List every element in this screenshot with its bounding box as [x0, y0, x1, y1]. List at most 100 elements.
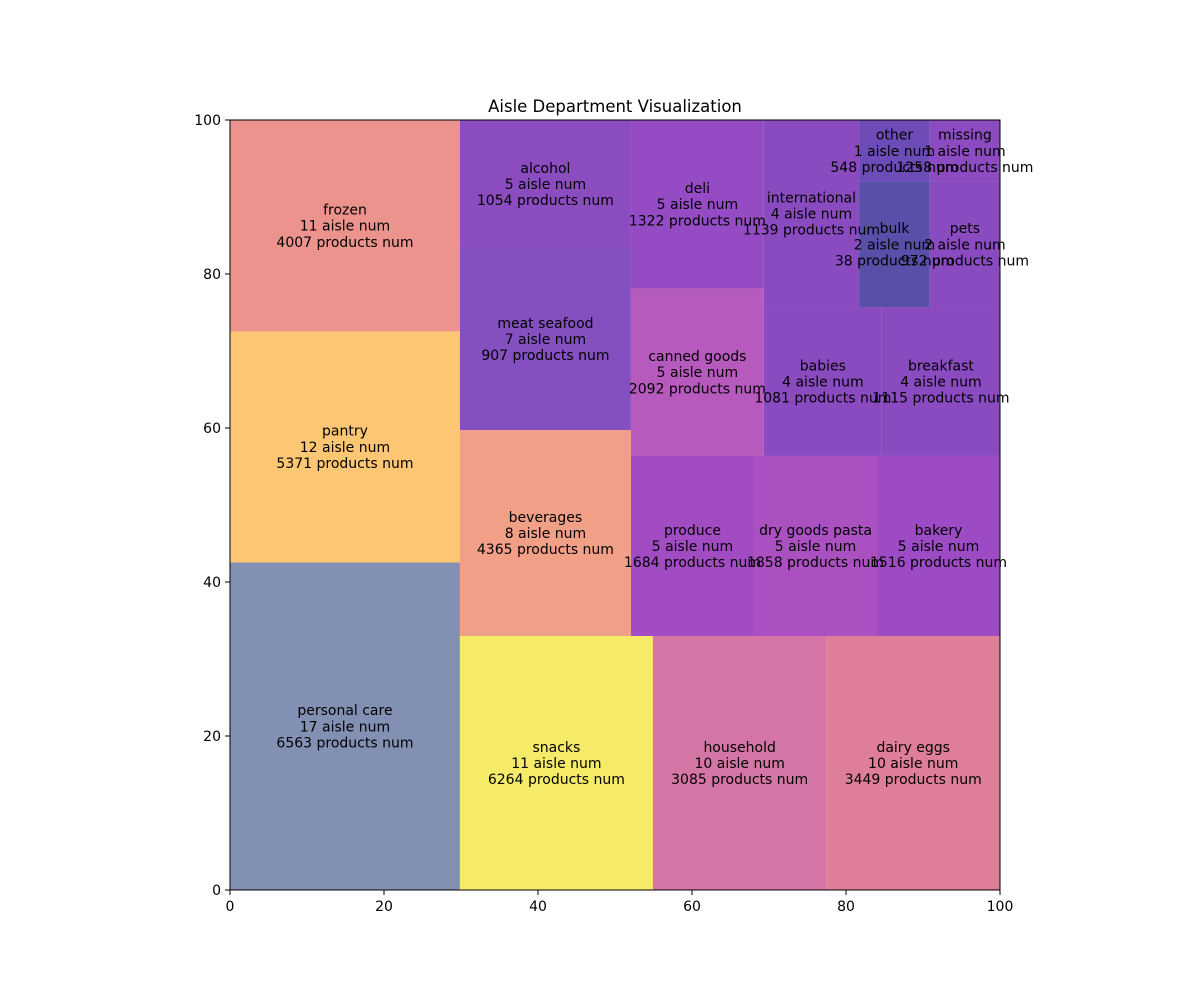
tile-breakfast	[881, 307, 1000, 456]
tile-aisle-count: 10 aisle num	[868, 756, 958, 772]
tile-frozen	[230, 120, 460, 332]
tile-babies	[763, 307, 882, 456]
y-axis: 0 20 40 60 80 100	[194, 113, 230, 899]
y-tick-label: 100	[194, 113, 221, 129]
tile-aisle-count: 8 aisle num	[505, 526, 586, 542]
tile-label-household: household 10 aisle num 3085 products num	[671, 740, 808, 788]
tile-name: alcohol	[520, 161, 570, 177]
tile-product-count: 907 products num	[481, 348, 609, 364]
tile-product-count: 6264 products num	[488, 772, 625, 788]
tile-aisle-count: 5 aisle num	[505, 177, 586, 193]
tile-name: missing	[938, 128, 992, 144]
tile-aisle-count: 5 aisle num	[657, 365, 738, 381]
tile-other	[859, 120, 930, 182]
tile-product-count: 1115 products num	[872, 391, 1009, 407]
y-tick-label: 40	[203, 575, 221, 591]
tile-product-count: 1054 products num	[477, 193, 614, 209]
tile-product-count: 972 products num	[901, 254, 1029, 270]
tile-product-count: 1322 products num	[629, 213, 766, 229]
tile-product-count: 3085 products num	[671, 772, 808, 788]
x-axis: 0 20 40 60 80 100	[226, 890, 1014, 915]
tile-aisle-count: 2 aisle num	[854, 237, 935, 253]
tile-name: beverages	[509, 510, 583, 526]
tile-dry-goods-pasta	[753, 455, 878, 636]
x-tick-label: 60	[683, 899, 701, 915]
tile-label-bakery: bakery 5 aisle num 1516 products num	[870, 523, 1007, 571]
tile-beverages	[459, 430, 631, 636]
x-tick-label: 20	[375, 899, 393, 915]
tile-aisle-count: 5 aisle num	[652, 539, 733, 555]
tile-aisle-count: 10 aisle num	[694, 756, 784, 772]
tile-label-babies: babies 4 aisle num 1081 products num	[754, 358, 891, 406]
tile-aisle-count: 1 aisle num	[854, 144, 935, 160]
tile-product-count: 6563 products num	[276, 735, 413, 751]
tile-product-count: 38 products num	[835, 254, 954, 270]
tile-name: deli	[685, 181, 710, 197]
tile-bakery	[877, 455, 1000, 636]
tile-aisle-count: 2 aisle num	[924, 237, 1005, 253]
y-tick-label: 20	[203, 729, 221, 745]
tile-name: babies	[800, 358, 846, 374]
tile-product-count: 1684 products num	[624, 555, 761, 571]
tile-name: pantry	[322, 424, 368, 440]
tile-label-deli: deli 5 aisle num 1322 products num	[629, 181, 766, 229]
tile-international	[763, 120, 860, 308]
tile-pantry	[230, 331, 460, 563]
y-tick-label: 60	[203, 421, 221, 437]
tile-aisle-count: 1 aisle num	[924, 144, 1005, 160]
tile-label-beverages: beverages 8 aisle num 4365 products num	[477, 510, 614, 558]
tile-product-count: 548 products num	[830, 160, 958, 176]
tile-snacks	[459, 635, 653, 890]
tile-aisle-count: 4 aisle num	[900, 374, 981, 390]
tile-product-count: 1081 products num	[754, 391, 891, 407]
tile-product-count: 2092 products num	[629, 381, 766, 397]
tile-label-personal-care: personal care 17 aisle num 6563 products n…	[276, 703, 413, 751]
tile-name: bakery	[915, 523, 963, 539]
tile-label-dairy-eggs: dairy eggs 10 aisle num 3449 products num	[845, 740, 982, 788]
x-tick-label: 40	[529, 899, 547, 915]
tile-name: international	[767, 190, 856, 206]
tile-label-snacks: snacks 11 aisle num 6264 products num	[488, 740, 625, 788]
tile-household	[652, 635, 827, 890]
tile-missing	[929, 120, 1000, 182]
tile-produce	[630, 455, 754, 636]
tile-aisle-count: 5 aisle num	[898, 539, 979, 555]
y-tick-label: 0	[212, 883, 221, 899]
tile-name: meat seafood	[497, 316, 593, 332]
axes-frame	[229, 119, 1001, 891]
tile-name: personal care	[297, 703, 392, 719]
x-tick-label: 80	[837, 899, 855, 915]
tile-label-breakfast: breakfast 4 aisle num 1115 products num	[872, 358, 1009, 406]
y-tick-label: 80	[203, 267, 221, 283]
tile-label-canned-goods: canned goods 5 aisle num 2092 products num	[629, 349, 766, 397]
tile-name: bulk	[880, 221, 911, 237]
tile-label-bulk: bulk 2 aisle num 38 products num	[835, 221, 954, 269]
tile-name: produce	[664, 523, 721, 539]
tile-product-count: 1258 products num	[896, 160, 1033, 176]
tile-aisle-count: 11 aisle num	[511, 756, 601, 772]
tile-bulk	[859, 181, 930, 308]
tile-label-dry-goods-pasta: dry goods pasta 5 aisle num 1858 products …	[747, 523, 884, 571]
tile-name: frozen	[323, 202, 367, 218]
tile-label-pantry: pantry 12 aisle num 5371 products num	[276, 424, 413, 472]
tile-aisle-count: 7 aisle num	[505, 332, 586, 348]
chart-title: Aisle Department Visualization	[488, 97, 742, 116]
tile-label-alcohol: alcohol 5 aisle num 1054 products num	[477, 161, 614, 209]
tile-label-frozen: frozen 11 aisle num 4007 products num	[276, 202, 413, 250]
tile-label-meat-seafood: meat seafood 7 aisle num 907 products num	[481, 316, 609, 364]
tile-product-count: 4365 products num	[477, 542, 614, 558]
x-tick-label: 0	[226, 899, 235, 915]
x-tick-label: 100	[987, 899, 1014, 915]
tile-name: pets	[950, 221, 980, 237]
tile-aisle-count: 4 aisle num	[771, 207, 852, 223]
tile-product-count: 3449 products num	[845, 772, 982, 788]
tile-name: other	[876, 128, 914, 144]
labels-layer: personal care 17 aisle num 6563 products n…	[276, 128, 1033, 789]
tile-pets	[929, 181, 1000, 308]
tile-aisle-count: 5 aisle num	[775, 539, 856, 555]
tile-name: snacks	[532, 740, 580, 756]
tile-name: canned goods	[648, 349, 746, 365]
tile-label-international: international 4 aisle num 1139 products nu…	[743, 190, 880, 238]
tile-label-other: other 1 aisle num 548 products num	[830, 128, 958, 176]
